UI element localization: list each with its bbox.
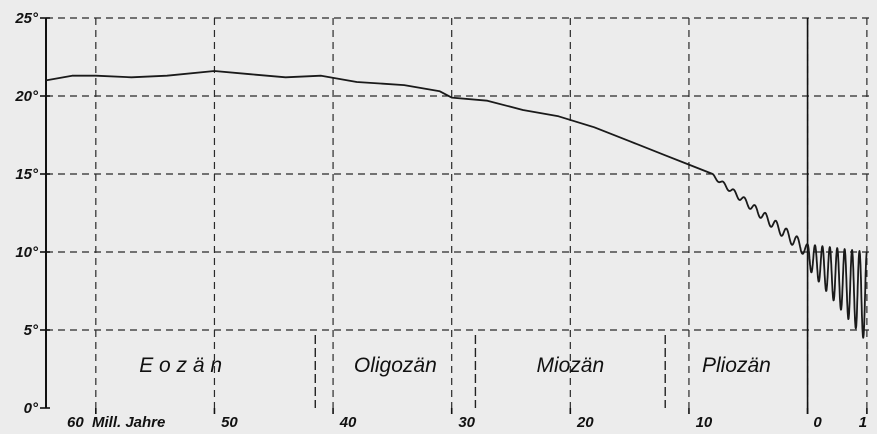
y-tick-label: 15° [15, 166, 39, 183]
temperature-curve [46, 71, 867, 338]
epoch-label: E o z ä n [139, 354, 222, 377]
y-tick-label: 20° [14, 88, 39, 105]
curve-layer [46, 71, 867, 338]
epoch-label: Pliozän [702, 354, 771, 377]
grid [46, 18, 874, 408]
x-axis-label: Mill. Jahre [92, 414, 165, 431]
y-tick-label: 10° [15, 244, 39, 261]
labels: Mill. Jahre 0°5°10°15°20°25°60 50 40 30 20 10… [14, 10, 867, 431]
x-tick-label: 60 [67, 414, 84, 431]
x-tick-label: 30 [458, 414, 475, 431]
y-tick-label: 25° [14, 10, 39, 27]
epoch-label: Miozän [536, 354, 604, 377]
x-tick-label: 40 [339, 414, 357, 431]
epoch-label: Oligozän [354, 354, 437, 377]
y-tick-label: 0° [24, 400, 39, 417]
y-tick-label: 5° [24, 322, 39, 339]
x-tick-label: 10 [696, 414, 713, 431]
x-tick-label: 1 [859, 414, 867, 431]
x-tick-label: 20 [576, 414, 594, 431]
x-tick-label: 50 [221, 414, 238, 431]
x-tick-label: 0 [813, 414, 822, 431]
